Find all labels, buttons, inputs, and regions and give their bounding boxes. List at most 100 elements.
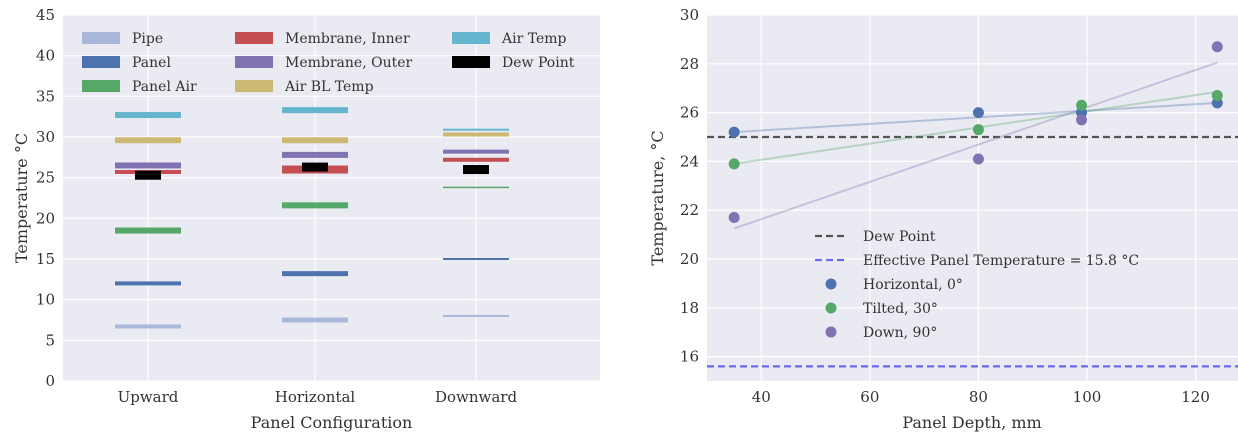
bar-air-temp-upward bbox=[115, 112, 181, 119]
left-y-tick-label: 15 bbox=[36, 250, 55, 268]
bar-air-bl-temp-upward bbox=[115, 137, 181, 144]
bar-pipe-downward bbox=[443, 314, 509, 317]
left-y-tick-label: 10 bbox=[36, 291, 55, 309]
bar-panel-air-downward bbox=[443, 186, 509, 189]
left-bars bbox=[115, 107, 509, 329]
legend-swatch bbox=[235, 32, 273, 44]
bar-air-bl-temp-downward bbox=[443, 132, 509, 137]
legend-marker bbox=[825, 278, 837, 290]
right-y-tick-label: 22 bbox=[680, 201, 699, 219]
legend-swatch bbox=[82, 80, 120, 92]
legend-item-dew-point: Dew Point bbox=[815, 229, 936, 245]
legend-marker bbox=[825, 302, 837, 314]
legend-label: Dew Point bbox=[863, 229, 936, 245]
right-y-tick-label: 30 bbox=[680, 6, 699, 24]
legend-item-membrane-inner: Membrane, Inner bbox=[235, 31, 410, 47]
right-legend: Dew Point Effective Panel Temperature = 1… bbox=[815, 229, 1139, 341]
bar-air-temp-downward bbox=[443, 128, 509, 131]
bar-panel-air-upward bbox=[115, 227, 181, 234]
right-y-tick-label: 18 bbox=[680, 299, 699, 317]
right-ticks: 16 18 20 22 24 26 28 30 40 60 80 100 120 bbox=[680, 6, 1210, 406]
left-y-tick-label: 25 bbox=[36, 169, 55, 187]
bar-pipe-upward bbox=[115, 324, 181, 329]
bar-membrane-outer-downward bbox=[443, 149, 509, 154]
right-x-tick-label: 80 bbox=[969, 388, 988, 406]
right-reference-lines bbox=[707, 135, 1238, 368]
left-chart: 0 5 10 15 20 25 30 35 40 45 Upward Horizontal Downwa… bbox=[12, 6, 600, 432]
legend-marker bbox=[825, 326, 837, 338]
left-y-tick-label: 5 bbox=[45, 331, 55, 349]
left-y-tick-label: 30 bbox=[36, 128, 55, 146]
bar-membrane-inner-downward bbox=[443, 157, 509, 162]
bar-panel-air-horizontal bbox=[282, 202, 348, 209]
right-grid bbox=[707, 14, 1238, 381]
right-x-tick-label: 60 bbox=[860, 388, 879, 406]
left-ticks: 0 5 10 15 20 25 30 35 40 45 Upward Horizontal Downwa… bbox=[36, 6, 518, 406]
fit-line-horizontal-0 bbox=[734, 101, 1218, 134]
left-x-tick-label: Downward bbox=[435, 388, 518, 406]
right-y-axis-label: Temperature, °C bbox=[648, 130, 667, 265]
left-x-tick-label: Upward bbox=[118, 388, 179, 406]
bar-panel-horizontal bbox=[282, 271, 348, 277]
bar-dew-point-downward bbox=[463, 165, 489, 175]
legend-item-dew-point: Dew Point bbox=[452, 55, 575, 71]
point-tilted-30 bbox=[728, 158, 740, 170]
point-horizontal-0 bbox=[972, 107, 984, 119]
legend-label: Effective Panel Temperature = 15.8 °C bbox=[863, 253, 1139, 269]
legend-item-panel-air: Panel Air bbox=[82, 79, 197, 95]
left-y-tick-label: 35 bbox=[36, 87, 55, 105]
legend-label: Membrane, Outer bbox=[285, 55, 413, 71]
legend-swatch bbox=[82, 56, 120, 68]
right-y-tick-label: 26 bbox=[680, 104, 699, 122]
right-x-tick-label: 100 bbox=[1073, 388, 1102, 406]
legend-label: Horizontal, 0° bbox=[863, 277, 963, 293]
bar-panel-upward bbox=[115, 281, 181, 286]
right-x-axis-label: Panel Depth, mm bbox=[902, 413, 1041, 432]
legend-label: Tilted, 30° bbox=[863, 301, 938, 317]
bar-panel-downward bbox=[443, 258, 509, 260]
right-y-tick-label: 20 bbox=[680, 250, 699, 268]
legend-item-panel: Panel bbox=[82, 55, 171, 71]
bar-dew-point-upward bbox=[135, 170, 161, 180]
bar-pipe-horizontal bbox=[282, 317, 348, 323]
bar-air-bl-temp-horizontal bbox=[282, 137, 348, 144]
point-tilted-30 bbox=[1076, 99, 1088, 111]
bar-membrane-outer-upward bbox=[115, 162, 181, 169]
right-x-tick-label: 40 bbox=[752, 388, 771, 406]
left-y-tick-label: 0 bbox=[45, 372, 55, 390]
legend-item-tilted-30: Tilted, 30° bbox=[825, 301, 938, 317]
point-tilted-30 bbox=[972, 124, 984, 136]
left-x-tick-label: Horizontal bbox=[275, 388, 356, 406]
right-plot-area bbox=[707, 15, 1238, 381]
bar-dew-point-horizontal bbox=[302, 162, 328, 172]
legend-swatch bbox=[452, 32, 490, 44]
legend-item-effective-panel-temperature-15-8-c: Effective Panel Temperature = 15.8 °C bbox=[815, 253, 1139, 269]
legend-label: Air Temp bbox=[501, 31, 567, 47]
left-x-axis-label: Panel Configuration bbox=[251, 413, 413, 432]
legend-swatch bbox=[235, 56, 273, 68]
left-grid bbox=[63, 14, 600, 382]
left-legend: Pipe Panel Panel Air Membrane, Inner Membran… bbox=[82, 31, 575, 95]
legend-swatch bbox=[82, 32, 120, 44]
legend-item-air-bl-temp: Air BL Temp bbox=[235, 79, 374, 95]
right-y-tick-label: 24 bbox=[680, 152, 699, 170]
right-points bbox=[728, 41, 1223, 224]
legend-item-pipe: Pipe bbox=[82, 31, 163, 47]
left-y-tick-label: 20 bbox=[36, 209, 55, 227]
legend-swatch bbox=[235, 80, 273, 92]
legend-label: Down, 90° bbox=[863, 325, 937, 341]
legend-item-air-temp: Air Temp bbox=[452, 31, 567, 47]
right-x-tick-label: 120 bbox=[1181, 388, 1210, 406]
point-tilted-30 bbox=[1211, 90, 1223, 102]
legend-swatch bbox=[452, 56, 490, 68]
bar-air-temp-horizontal bbox=[282, 107, 348, 114]
point-horizontal-0 bbox=[728, 126, 740, 138]
right-y-tick-label: 28 bbox=[680, 55, 699, 73]
legend-item-horizontal-0: Horizontal, 0° bbox=[825, 277, 963, 293]
legend-label: Panel Air bbox=[132, 79, 197, 95]
point-down-90 bbox=[1211, 41, 1223, 53]
legend-item-down-90: Down, 90° bbox=[825, 325, 937, 341]
legend-label: Dew Point bbox=[502, 55, 575, 71]
left-y-axis-label: Temperature °C bbox=[12, 133, 31, 263]
